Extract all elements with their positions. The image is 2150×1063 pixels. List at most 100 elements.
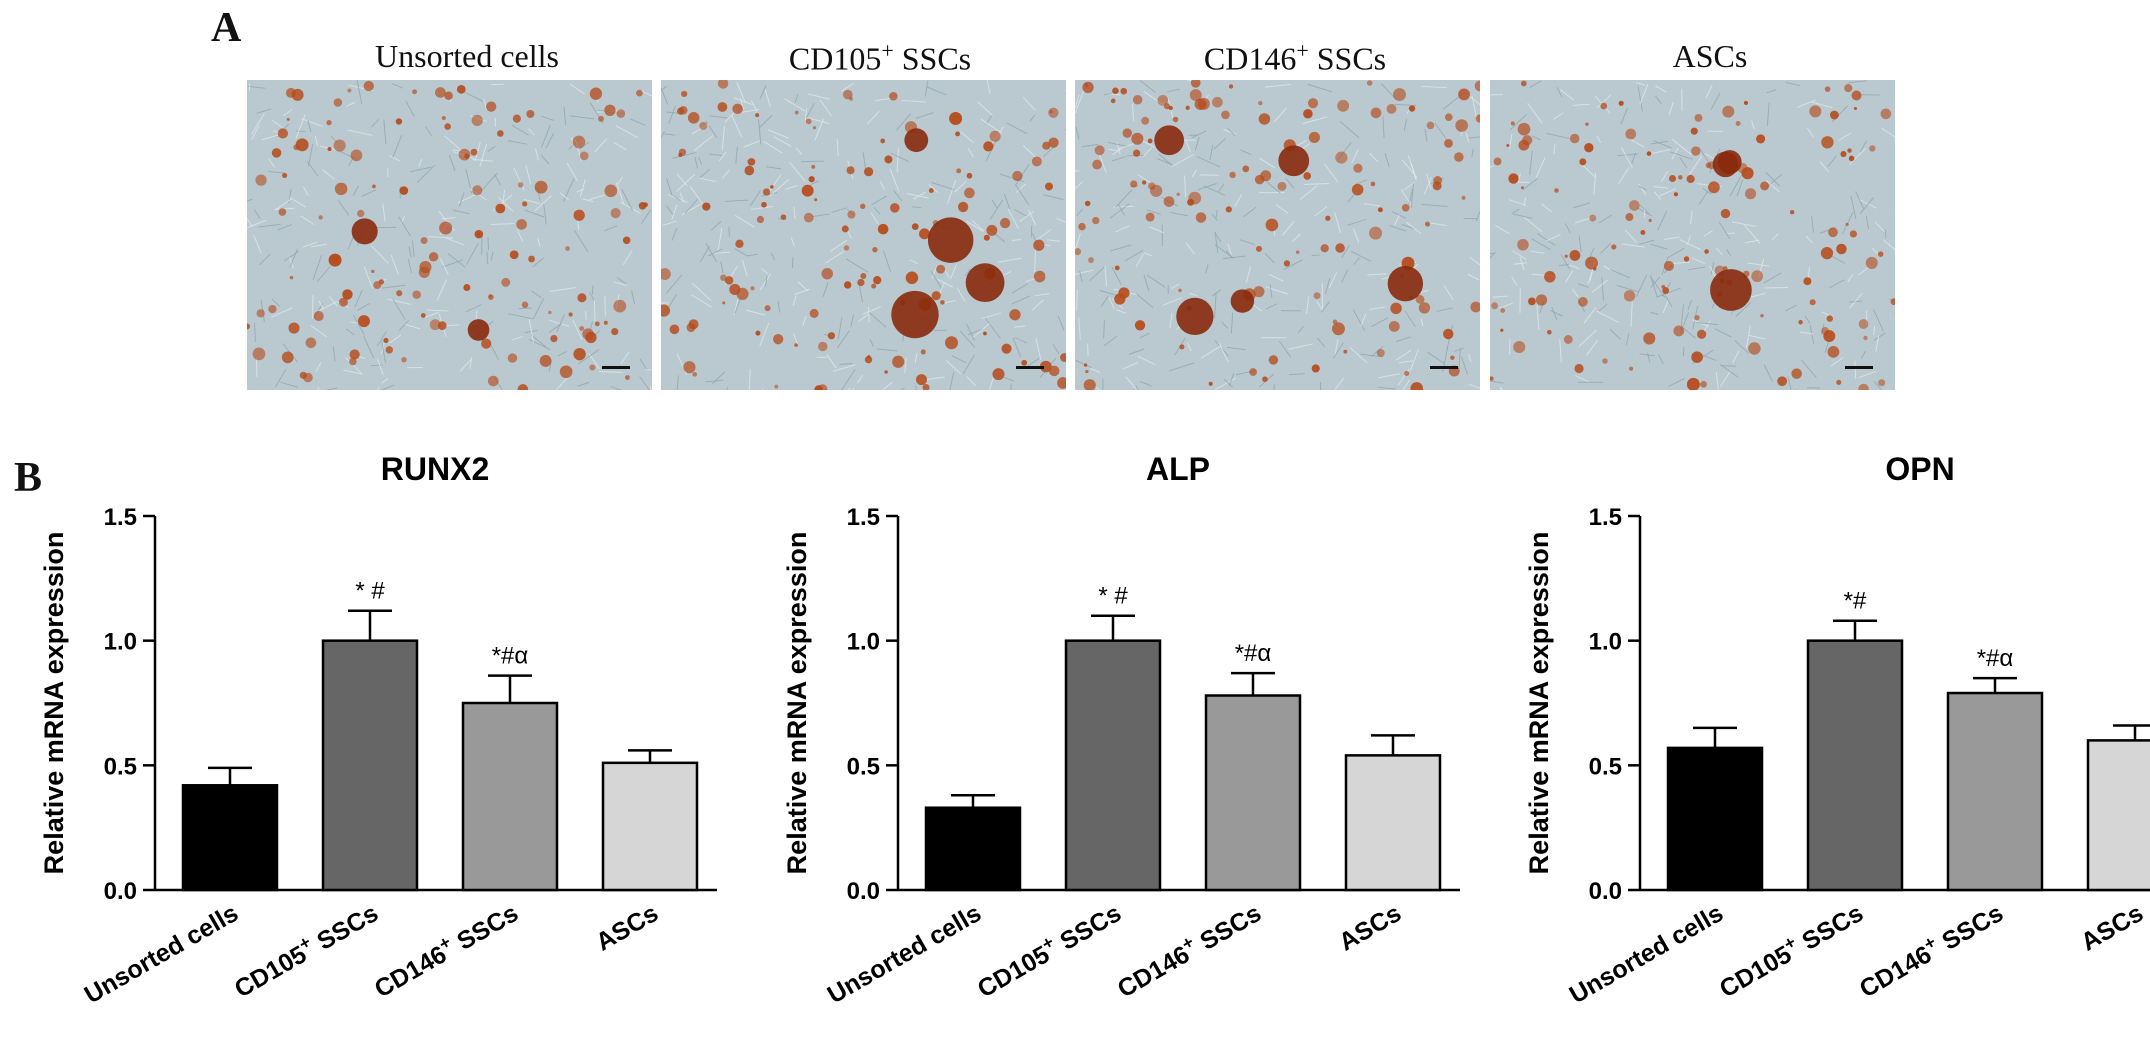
cell-texture [577, 381, 590, 387]
stain-deposit [1141, 180, 1147, 185]
cell-texture [1052, 344, 1060, 355]
cell-texture [1191, 169, 1197, 178]
cell-texture [1492, 295, 1508, 298]
stain-deposit [1393, 88, 1406, 101]
stain-deposit [428, 252, 439, 262]
cell-texture [1291, 233, 1301, 243]
stain-deposit [884, 155, 893, 164]
cell-texture [1522, 177, 1539, 191]
cell-texture [1628, 137, 1645, 148]
cell-texture [254, 322, 256, 342]
photo-label-tail: SSCs [893, 40, 972, 77]
cell-texture [604, 296, 606, 316]
cell-texture [283, 108, 293, 117]
cell-texture [1860, 350, 1866, 360]
cell-texture [1625, 333, 1630, 346]
stain-deposit [1849, 230, 1857, 238]
cell-texture [425, 126, 433, 137]
cell-texture [465, 304, 482, 313]
cell-texture [594, 138, 607, 153]
cell-texture [1663, 236, 1680, 240]
stain-deposit [412, 89, 417, 95]
cell-texture [1409, 349, 1419, 372]
mineral-nodule [904, 128, 929, 153]
cell-texture [1872, 309, 1884, 332]
cell-texture [1090, 368, 1101, 374]
photo-label-tail: SSCs [1308, 40, 1387, 77]
cell-texture [566, 162, 579, 182]
cell-texture [409, 166, 432, 173]
stain-deposit [1366, 80, 1373, 86]
cell-texture [966, 220, 984, 232]
cell-texture [268, 171, 285, 174]
cell-texture [1350, 251, 1372, 262]
stain-deposit [327, 147, 332, 151]
stain-deposit [1678, 175, 1683, 180]
cell-texture [387, 298, 411, 305]
stain-deposit [497, 130, 504, 137]
cell-texture [960, 131, 974, 144]
stain-deposit [1585, 122, 1589, 126]
cell-texture [668, 105, 677, 124]
stain-deposit [1242, 165, 1250, 173]
cell-texture [785, 184, 798, 190]
stain-deposit [1851, 90, 1862, 101]
cell-texture [615, 125, 639, 139]
cell-texture [664, 133, 676, 136]
stain-deposit [1528, 297, 1536, 306]
cell-texture [1541, 203, 1553, 213]
cell-texture [1680, 304, 1684, 330]
cell-texture [1546, 132, 1570, 140]
cell-texture [574, 230, 589, 253]
stain-deposit [750, 286, 755, 291]
stain-deposit [1628, 200, 1640, 211]
stain-deposit [1308, 131, 1320, 143]
cell-texture [873, 207, 881, 215]
cell-texture [447, 253, 466, 268]
cell-texture [712, 371, 726, 384]
cell-texture [1580, 163, 1597, 178]
stain-deposit [291, 88, 304, 101]
stain-deposit [611, 327, 619, 336]
cell-texture [1609, 268, 1630, 279]
cell-texture [759, 114, 773, 129]
cell-texture [1034, 246, 1037, 272]
cell-texture [768, 174, 782, 194]
stain-deposit [1508, 173, 1519, 184]
significance-annotation: * # [355, 578, 385, 605]
cell-texture [830, 239, 848, 252]
cell-texture [845, 258, 869, 273]
cell-texture [826, 354, 837, 369]
cell-texture [383, 119, 387, 144]
cell-texture [1659, 188, 1677, 197]
stain-deposit [1500, 308, 1506, 313]
stain-deposit [1262, 376, 1268, 383]
cell-texture [712, 251, 730, 254]
stain-deposit [1253, 286, 1265, 298]
stain-deposit [915, 374, 927, 386]
cell-texture [691, 294, 712, 308]
cell-texture [557, 350, 567, 357]
cell-texture [381, 377, 389, 384]
mineral-nodule [1176, 297, 1214, 336]
stain-deposit [350, 149, 363, 162]
cell-texture [1360, 313, 1367, 327]
stain-deposit [1303, 108, 1313, 119]
cell-texture [302, 186, 309, 196]
cell-texture [541, 115, 554, 121]
cell-texture [1171, 283, 1180, 290]
cell-texture [1827, 155, 1837, 168]
cell-texture [947, 179, 957, 204]
stain-deposit [1828, 227, 1838, 238]
cell-texture [1647, 352, 1651, 363]
stain-deposit [1212, 96, 1223, 108]
stain-deposit [1088, 257, 1094, 263]
x-tick-label-text: SSCs [1791, 899, 1868, 959]
photo-label-cd105: CD105+ SSCs [675, 38, 1085, 78]
stain-deposit [677, 107, 685, 115]
cell-texture [1426, 221, 1447, 227]
cell-texture [253, 209, 261, 220]
stain-deposit [1777, 376, 1788, 387]
x-tick-label-text: CD146 [1855, 940, 1936, 1003]
scale-bar [1016, 366, 1044, 369]
